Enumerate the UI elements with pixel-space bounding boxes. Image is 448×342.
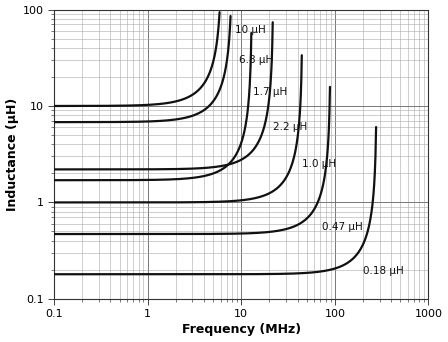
Text: 0.47 μH: 0.47 μH [322,222,362,232]
Text: 0.18 μH: 0.18 μH [363,266,404,276]
Y-axis label: Inductance (μH): Inductance (μH) [5,97,18,211]
Text: 2.2 μH: 2.2 μH [273,122,308,132]
X-axis label: Frequency (MHz): Frequency (MHz) [182,324,301,337]
Text: 1.0 μH: 1.0 μH [302,159,336,169]
Text: 1.7 μH: 1.7 μH [254,87,288,97]
Text: 6.8 μH: 6.8 μH [239,55,273,65]
Text: 10 μH: 10 μH [235,25,265,35]
